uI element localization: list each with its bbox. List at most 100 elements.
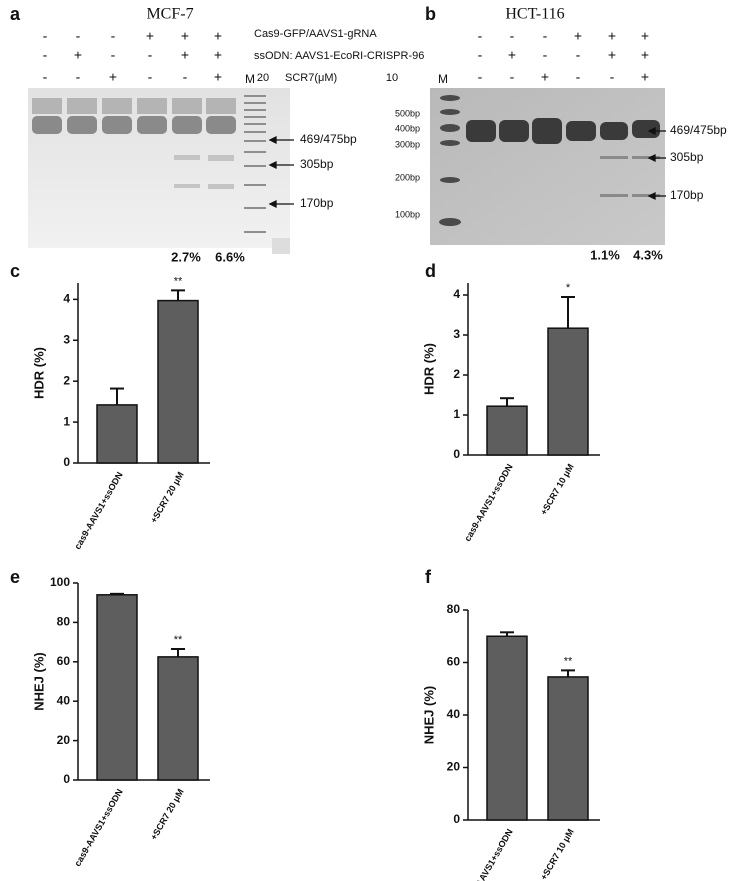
percentage: 1.1% xyxy=(590,247,620,262)
condition-sign: + xyxy=(109,69,117,85)
significance: * xyxy=(566,282,571,294)
condition-sign: - xyxy=(478,47,483,63)
y-tick-label: 0 xyxy=(63,772,70,786)
y-tick-label: 0 xyxy=(453,447,460,461)
y-tick-label: 20 xyxy=(57,733,71,747)
panel-label: c xyxy=(10,261,20,281)
y-tick-label: 60 xyxy=(57,654,71,668)
bar xyxy=(157,299,199,464)
arrows xyxy=(268,126,666,209)
gel-image xyxy=(430,88,665,245)
condition-sign: + xyxy=(74,47,82,63)
x-tick-label: +SCR7 10 μM xyxy=(538,827,575,881)
condition-sign: - xyxy=(510,69,515,85)
condition-sign: + xyxy=(214,47,222,63)
condition-sign: + xyxy=(508,47,516,63)
condition-sign: + xyxy=(608,28,616,44)
panel-label: d xyxy=(425,261,436,281)
percentage: 6.6% xyxy=(215,249,245,264)
y-tick-label: 0 xyxy=(63,455,70,469)
y-tick-label: 4 xyxy=(453,287,460,301)
condition-sign: + xyxy=(214,28,222,44)
condition-sign: - xyxy=(111,47,116,63)
condition-label: SCR7(μM) xyxy=(285,72,337,84)
band-label: 305bp xyxy=(300,157,334,171)
x-tick-label: cas9-AAVS1+ssODN xyxy=(72,470,124,551)
condition-sign: - xyxy=(478,28,483,44)
condition-sign: - xyxy=(76,69,81,85)
significance: ** xyxy=(564,655,573,667)
marker-label: M xyxy=(438,72,448,86)
condition-sign: + xyxy=(181,28,189,44)
condition-sign: + xyxy=(541,69,549,85)
condition-sign: + xyxy=(608,47,616,63)
y-axis-label: HDR (%) xyxy=(31,347,46,399)
bar xyxy=(547,676,589,821)
condition-sign: - xyxy=(76,28,81,44)
condition-label: 10 xyxy=(386,72,398,84)
y-tick-label: 40 xyxy=(447,707,461,721)
condition-sign: - xyxy=(576,69,581,85)
condition-sign: + xyxy=(641,28,649,44)
y-tick-label: 3 xyxy=(63,332,70,346)
condition-label: Cas9-GFP/AAVS1-gRNA xyxy=(254,28,377,40)
y-tick-label: 80 xyxy=(57,615,71,629)
band-label: 305bp xyxy=(670,150,704,164)
condition-sign: - xyxy=(576,47,581,63)
condition-sign: - xyxy=(43,69,48,85)
x-tick-label: cas9-AAVS1+ssODN xyxy=(462,827,514,881)
panel-label: f xyxy=(425,567,432,587)
bar xyxy=(96,594,138,781)
y-tick-label: 2 xyxy=(453,367,460,381)
condition-sign: - xyxy=(43,28,48,44)
condition-sign: - xyxy=(111,28,116,44)
x-tick-label: +SCR7 20 μM xyxy=(148,470,185,525)
y-axis-label: NHEJ (%) xyxy=(31,652,46,711)
condition-sign: - xyxy=(43,47,48,63)
x-tick-label: +SCR7 20 μM xyxy=(148,787,185,842)
ladder-label: 400bp xyxy=(395,123,420,133)
y-tick-label: 100 xyxy=(50,575,70,589)
significance: ** xyxy=(174,275,183,287)
x-tick-label: +SCR7 10 μM xyxy=(538,462,575,517)
ladder-label: 200bp xyxy=(395,172,420,182)
band-label: 170bp xyxy=(300,196,334,210)
significance: ** xyxy=(174,634,183,646)
condition-sign: - xyxy=(543,28,548,44)
condition-sign: + xyxy=(146,28,154,44)
percentage: 4.3% xyxy=(633,247,663,262)
ladder-label: 500bp xyxy=(395,108,420,118)
condition-sign: - xyxy=(148,47,153,63)
percentage: 2.7% xyxy=(171,249,201,264)
condition-sign: - xyxy=(478,69,483,85)
condition-sign: - xyxy=(543,47,548,63)
condition-sign: + xyxy=(641,69,649,85)
y-tick-label: 20 xyxy=(447,760,461,774)
y-tick-label: 80 xyxy=(447,602,461,616)
gel-title: MCF-7 xyxy=(146,6,193,23)
y-axis-label: HDR (%) xyxy=(421,343,436,395)
condition-sign: + xyxy=(574,28,582,44)
gel-image xyxy=(28,88,290,254)
band-label: 469/475bp xyxy=(670,123,727,137)
panel-label: b xyxy=(425,4,436,24)
bar xyxy=(486,635,528,821)
panel-label: a xyxy=(10,4,21,24)
y-tick-label: 1 xyxy=(63,414,70,428)
bar xyxy=(486,405,528,456)
condition-sign: - xyxy=(183,69,188,85)
y-axis-label: NHEJ (%) xyxy=(421,686,436,745)
condition-sign: - xyxy=(510,28,515,44)
y-tick-label: 1 xyxy=(453,407,460,421)
y-tick-label: 3 xyxy=(453,327,460,341)
x-tick-label: cas9-AAVS1+ssODN xyxy=(72,787,124,868)
condition-sign: - xyxy=(610,69,615,85)
condition-sign: - xyxy=(148,69,153,85)
ladder-label: 100bp xyxy=(395,209,420,219)
y-tick-label: 4 xyxy=(63,292,70,306)
ladder-label: 300bp xyxy=(395,139,420,149)
bar xyxy=(157,656,199,781)
y-tick-label: 0 xyxy=(453,812,460,826)
condition-label: ssODN: AAVS1-EcoRI-CRISPR-96 xyxy=(254,50,424,62)
